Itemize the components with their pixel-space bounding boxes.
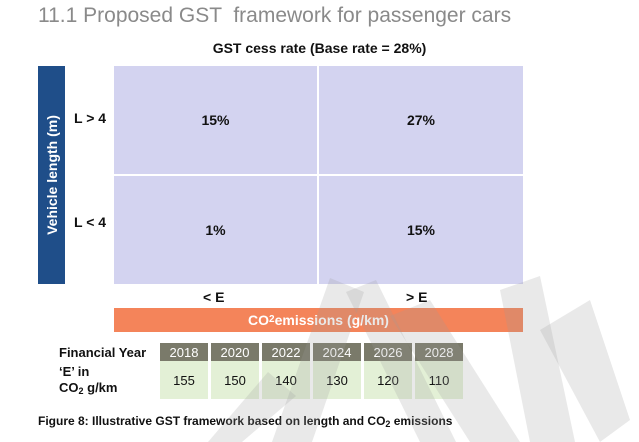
year-cell: 2022 xyxy=(262,343,310,361)
threshold-value-cell: 110 xyxy=(415,361,463,399)
caption-sub: 2 xyxy=(385,419,391,429)
co2-axis-prefix: CO xyxy=(248,312,270,328)
col-label-below-e: < E xyxy=(203,289,225,305)
threshold-value-cell: 130 xyxy=(313,361,361,399)
vehicle-length-axis-label: Vehicle length (m) xyxy=(43,115,60,235)
row-label-short: L < 4 xyxy=(74,214,107,230)
threshold-value-cell: 150 xyxy=(211,361,259,399)
col-label-above-e: > E xyxy=(406,289,428,305)
e-label-sub: 2 xyxy=(78,386,84,396)
threshold-value-cell: 120 xyxy=(364,361,412,399)
e-threshold-label: ‘E’ in CO2 g/km xyxy=(55,361,157,399)
year-cell: 2020 xyxy=(211,343,259,361)
table-row-values: ‘E’ in CO2 g/km 155 150 140 130 120 110 xyxy=(55,361,463,399)
co2-emissions-axis: CO 2 emissions (g/km) xyxy=(114,308,523,332)
year-cell: 2028 xyxy=(415,343,463,361)
threshold-value-cell: 140 xyxy=(262,361,310,399)
year-cell: 2026 xyxy=(364,343,412,361)
financial-year-label: Financial Year xyxy=(59,344,147,360)
framework-subtitle: GST cess rate (Base rate = 28%) xyxy=(212,40,427,56)
vehicle-length-axis-bar xyxy=(38,66,65,284)
grid-cell-long-low: 15% xyxy=(114,66,317,174)
caption-suffix: emissions xyxy=(390,414,453,428)
grid-cell-long-high: 27% xyxy=(319,66,523,174)
row-label-long: L > 4 xyxy=(74,110,107,126)
e-label-line1: ‘E’ in xyxy=(59,364,90,379)
cess-rate-grid: 15% 27% 1% 15% xyxy=(114,66,523,284)
year-cell: 2018 xyxy=(160,343,208,361)
section-heading: 11.1 Proposed GST framework for passenge… xyxy=(38,4,512,27)
figure-caption: Figure 8: Illustrative GST framework bas… xyxy=(38,414,453,429)
caption-prefix: Figure 8: Illustrative GST framework bas… xyxy=(38,414,386,428)
table-row-years: Financial Year 2018 2020 2022 2024 2026 … xyxy=(55,343,463,361)
e-label-line2: CO2 g/km xyxy=(59,380,157,396)
vehicle-length-axis: Vehicle length (m) xyxy=(38,66,65,284)
grid-cell-short-high: 15% xyxy=(319,176,523,284)
grid-cell-short-low: 1% xyxy=(114,176,317,284)
co2-axis-suffix: emissions (g/km) xyxy=(274,312,389,328)
e-threshold-table: Financial Year 2018 2020 2022 2024 2026 … xyxy=(52,343,466,399)
e-label-co: CO xyxy=(59,380,79,395)
threshold-value-cell: 155 xyxy=(160,361,208,399)
year-cell: 2024 xyxy=(313,343,361,361)
e-label-unit: g/km xyxy=(83,380,118,395)
